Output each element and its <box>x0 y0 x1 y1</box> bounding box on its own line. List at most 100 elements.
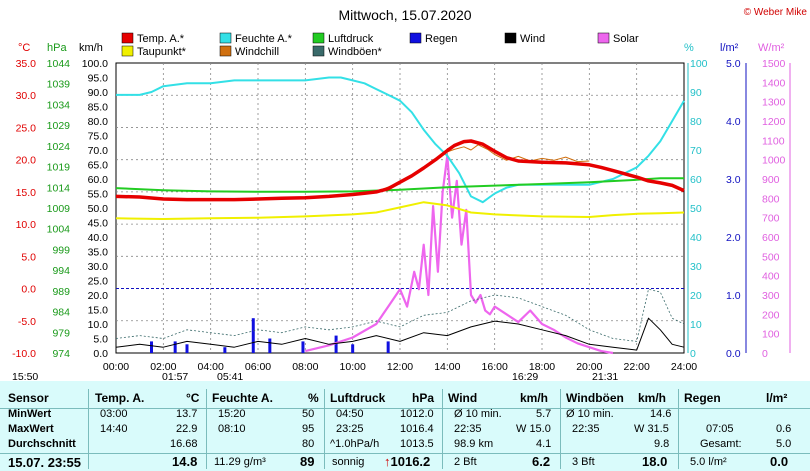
legend-swatch <box>597 32 610 44</box>
wind-r1: 5.7 <box>536 408 552 420</box>
wind-tick-label: 70.0 <box>88 145 109 157</box>
press-trend: 1013.5 <box>400 438 434 450</box>
temp-now: 14.8 <box>172 454 198 469</box>
wind-tick-label: 80.0 <box>88 116 109 128</box>
time-marker-label: 21:31 <box>592 371 618 381</box>
rain-bar <box>173 341 177 353</box>
legend: Temp. A.* Feuchte A.* Luftdruck Regen Wind So… <box>121 32 639 58</box>
solar-tick-label: 1300 <box>762 97 786 109</box>
gust-bft: 3 Bft <box>572 456 595 468</box>
humidity-tick-label: 60 <box>690 174 702 186</box>
x-tick-label: 02:00 <box>150 361 176 373</box>
humidity-tick-label: 100 <box>690 58 708 70</box>
header-wind: Wind <box>448 391 478 405</box>
wind-bft: 2 Bft <box>454 456 477 468</box>
temp-tick-label: 20.0 <box>16 155 37 167</box>
press-state: sonnig <box>332 456 365 468</box>
gust-r2: W 31.5 <box>634 423 669 435</box>
pressure-tick-label: 974 <box>52 348 70 360</box>
humidity-tick-label: 50 <box>690 203 702 215</box>
wind-tick-label: 35.0 <box>88 247 109 259</box>
humidity-tick-label: 80 <box>690 116 702 128</box>
rain-r2-time: 07:05 <box>706 423 734 435</box>
wind-tick-label: 30.0 <box>88 261 109 273</box>
header-temp-unit: °C <box>186 391 200 405</box>
x-tick-label: 00:00 <box>103 361 129 373</box>
time-marker-label: 05:41 <box>217 371 243 381</box>
pressure-tick-label: 979 <box>52 327 70 339</box>
wind-r3: 4.1 <box>536 438 552 450</box>
temp-tick-label: 30.0 <box>16 90 37 102</box>
hum-abs: 11.29 g/m³ <box>214 456 266 468</box>
rain-bar <box>301 341 305 353</box>
pressure-tick-label: 1024 <box>47 141 71 153</box>
hum-max-time: 08:10 <box>218 423 246 435</box>
legend-swatch <box>121 32 134 44</box>
pressure-tick-label: 994 <box>52 265 70 277</box>
wind-tick-label: 40.0 <box>88 232 109 244</box>
x-tick-label: 04:00 <box>198 361 224 373</box>
header-rain: Regen <box>684 391 721 405</box>
pressure-tick-label: 999 <box>52 244 70 256</box>
header-gust: Windböen <box>566 391 624 405</box>
rain-bar <box>150 341 153 353</box>
rain-tick-label: 1.0 <box>726 290 741 302</box>
header-hum-unit: % <box>308 391 319 405</box>
weather-chart: Mittwoch, 15.07.2020 © Weber Mike Temp. … <box>12 7 807 381</box>
wind-tick-label: 100.0 <box>82 58 108 70</box>
wind-tick-label: 5.0 <box>93 334 108 346</box>
solar-tick-label: 0 <box>762 348 768 360</box>
unit-temp: °C <box>18 42 30 54</box>
header-wind-unit: km/h <box>520 391 549 405</box>
header-hum: Feuchte A. <box>212 391 273 405</box>
humidity-tick-label: 0 <box>690 348 696 360</box>
wind-tick-label: 15.0 <box>88 305 109 317</box>
wind-r2: W 15.0 <box>516 423 551 435</box>
legend-entry: Windchill <box>235 46 279 58</box>
x-tick-label: 24:00 <box>671 361 697 373</box>
wind-tick-label: 85.0 <box>88 102 109 114</box>
x-tick-label: 20:00 <box>576 361 602 373</box>
series-windb-en <box>115 288 685 342</box>
wind-r2-time: 22:35 <box>454 423 482 435</box>
legend-entry: Temp. A.* <box>137 33 185 45</box>
unit-wind: km/h <box>79 42 103 54</box>
solar-tick-label: 1100 <box>762 135 785 147</box>
unit-rain: l/m² <box>720 42 739 54</box>
rain-tick-label: 2.0 <box>726 232 741 244</box>
solar-tick-label: 300 <box>762 290 780 302</box>
temp-min-time: 03:00 <box>100 408 128 420</box>
solar-tick-label: 1000 <box>762 155 786 167</box>
legend-entry: Feuchte A.* <box>235 33 293 45</box>
press-now: 1016.2 <box>390 454 431 469</box>
series-feuchte-a <box>116 76 685 204</box>
rain-r3: 5.0 <box>776 438 792 450</box>
humidity-tick-label: 70 <box>690 145 702 157</box>
hum-now: 89 <box>300 454 315 469</box>
temp-max: 22.9 <box>176 423 198 435</box>
wind-tick-label: 90.0 <box>88 87 109 99</box>
hum-avg: 80 <box>302 438 315 450</box>
rain-bar <box>223 347 227 353</box>
pressure-tick-label: 984 <box>52 307 70 319</box>
unit-solar: W/m² <box>758 42 785 54</box>
temp-tick-label: -5.0 <box>18 316 36 328</box>
x-tick-label: 16:00 <box>482 361 508 373</box>
gust-r3: 9.8 <box>654 438 670 450</box>
pressure-tick-label: 1034 <box>47 99 71 111</box>
temp-tick-label: 5.0 <box>21 251 36 263</box>
rain-bar <box>251 318 255 353</box>
legend-swatch <box>409 32 422 44</box>
gust-r1: 14.6 <box>650 408 672 420</box>
header-press: Luftdruck <box>330 391 386 405</box>
wind-tick-label: 0.0 <box>93 348 108 360</box>
gust-now: 18.0 <box>642 454 668 469</box>
pressure-tick-label: 1004 <box>47 224 71 236</box>
series-wind <box>115 317 685 351</box>
press-now-wrap: ↑1016.2 <box>384 454 430 469</box>
x-tick-label: 12:00 <box>387 361 413 373</box>
temp-tick-label: -10.0 <box>12 348 36 360</box>
legend-entry: Wind <box>520 33 545 45</box>
rain-r2: 0.6 <box>776 423 792 435</box>
wind-tick-label: 45.0 <box>88 218 109 230</box>
